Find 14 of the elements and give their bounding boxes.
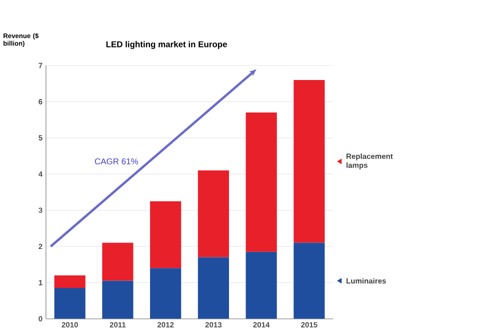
annotation: CAGR 61% (94, 158, 138, 165)
bar (102, 280, 134, 319)
bar (198, 257, 229, 319)
bar (294, 80, 325, 243)
bar (150, 201, 182, 268)
bar (102, 242, 134, 281)
bar (294, 242, 325, 319)
bar (54, 276, 86, 288)
bar (54, 288, 86, 319)
bar (246, 112, 277, 252)
bar (150, 268, 182, 319)
bar (198, 170, 229, 258)
bar (246, 252, 277, 319)
chart-title: LED lighting market in Europe (106, 41, 228, 50)
